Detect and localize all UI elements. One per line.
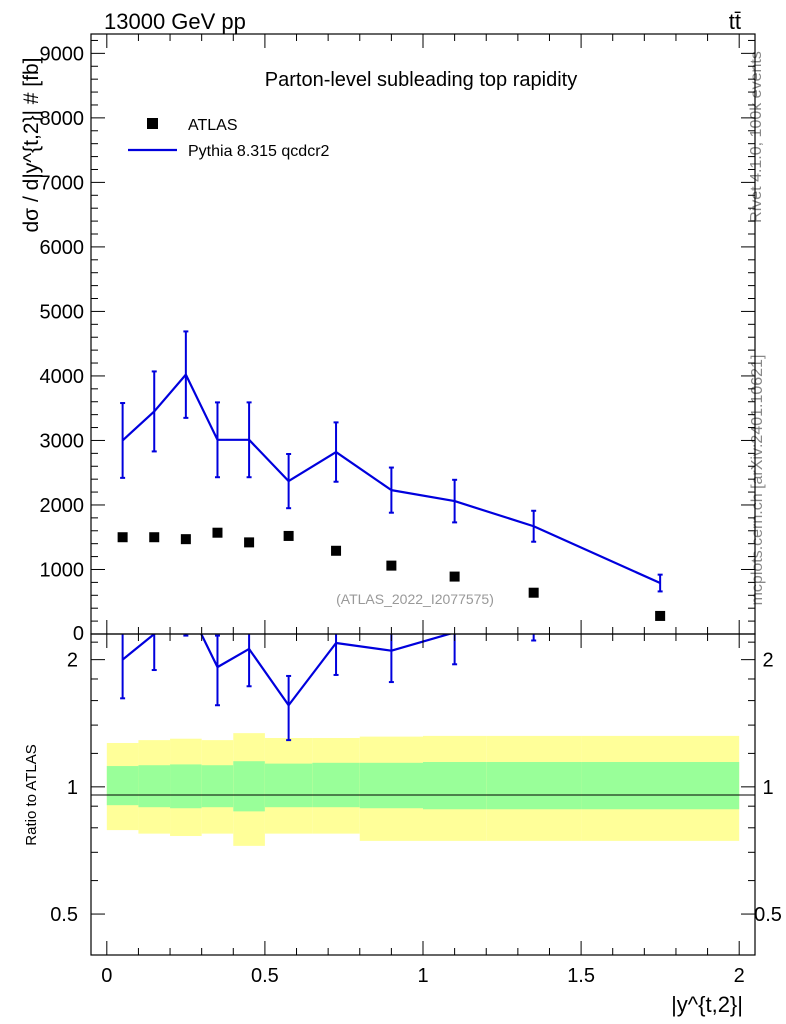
ratio-panel: 0.5 0.5 1 1 2 2 0 0.5 1 1.5 2 Ratio to ATLAS |y^{…	[23, 633, 782, 1017]
header-process-label: 13000 GeV pp	[104, 9, 246, 34]
chart-title: Parton-level subleading top rapidity	[265, 69, 577, 91]
data-series-main	[117, 527, 666, 621]
atlas-data-point	[386, 560, 397, 571]
ratio-y-tick-label-left: 2	[67, 650, 78, 672]
mcplots-reference-label: mcplots.cern.ch [arXiv:2401.10621]	[749, 355, 766, 606]
rivet-version-label: Rivet 4.1.0, 100k events	[748, 51, 765, 223]
x-tick-label: 1.5	[567, 965, 595, 987]
legend-pythia-label: Pythia 8.315 qcdcr2	[188, 143, 330, 160]
ratio-y-tick-label-left: 0.5	[50, 904, 78, 926]
ratio-y-axis-label: Ratio to ATLAS	[23, 744, 40, 845]
uncertainty-bands	[106, 733, 740, 846]
atlas-data-point	[212, 527, 223, 538]
y-tick-label: 6000	[40, 237, 85, 259]
band-inner-bin	[423, 762, 487, 810]
x-tick-label: 0.5	[251, 965, 279, 987]
band-inner-bin	[486, 762, 582, 810]
y-tick-label: 2000	[40, 495, 85, 517]
mc-series-ratio	[120, 634, 537, 742]
band-inner-bin	[138, 765, 171, 808]
atlas-data-point	[283, 530, 294, 541]
ratio-panel-frame	[90, 633, 756, 956]
band-inner-bin	[106, 766, 139, 806]
analysis-id-watermark: (ATLAS_2022_I2077575)	[336, 591, 494, 607]
legend-atlas-marker	[147, 118, 158, 129]
ratio-y-tick-label-right: 1	[762, 777, 773, 799]
atlas-data-point	[655, 610, 666, 621]
band-inner-bin	[233, 761, 265, 812]
band-inner-bin	[359, 762, 423, 809]
band-inner-bin	[170, 764, 202, 809]
mc-series-main	[120, 330, 663, 593]
atlas-data-point	[117, 532, 128, 543]
y-tick-label: 8000	[40, 108, 85, 130]
ratio-y-tick-label-left: 1	[67, 777, 78, 799]
y-tick-label: 5000	[40, 301, 85, 323]
y-tick-label: 1000	[40, 559, 85, 581]
y-tick-label-zero: 0	[73, 623, 84, 645]
atlas-data-point	[180, 534, 191, 545]
x-tick-label: 0	[101, 965, 112, 987]
atlas-data-point	[149, 532, 160, 543]
ratio-y-tick-label-right: 0.5	[754, 904, 782, 926]
x-axis-label: |y^{t,2}|	[671, 992, 743, 1017]
main-y-axis-label: dσ / d|y^{t,2}| # [fb]	[20, 58, 43, 233]
atlas-data-point	[244, 537, 255, 548]
y-tick-label: 4000	[40, 366, 85, 388]
main-panel: 1000 2000 3000 4000 5000 6000 7000 8000 9000 0 (A…	[20, 33, 756, 645]
band-inner-bin	[581, 762, 740, 810]
x-tick-label: 1	[417, 965, 428, 987]
ratio-y-tick-label-right: 2	[762, 650, 773, 672]
y-tick-label: 7000	[40, 172, 85, 194]
band-inner-bin	[264, 763, 313, 808]
x-tick-label: 2	[734, 965, 745, 987]
atlas-data-point	[331, 545, 342, 556]
atlas-data-point	[449, 571, 460, 582]
x-tick-labels: 0 0.5 1 1.5 2	[101, 965, 745, 987]
y-tick-label: 9000	[40, 43, 85, 65]
band-inner-bin	[201, 765, 234, 808]
band-inner-bin	[312, 762, 360, 808]
header-final-state-label: tt̄	[729, 9, 741, 34]
ratio-panel-y-tick-labels: 0.5 0.5 1 1 2 2	[50, 650, 782, 926]
main-panel-ticks	[91, 34, 755, 635]
ratio-panel-ticks	[91, 634, 755, 955]
legend: ATLAS Pythia 8.315 qcdcr2	[128, 117, 330, 160]
main-panel-y-tick-labels: 1000 2000 3000 4000 5000 6000 7000 8000 9000 0	[40, 43, 85, 645]
atlas-data-point	[528, 587, 539, 598]
y-tick-label: 3000	[40, 430, 85, 452]
legend-atlas-label: ATLAS	[188, 117, 238, 134]
